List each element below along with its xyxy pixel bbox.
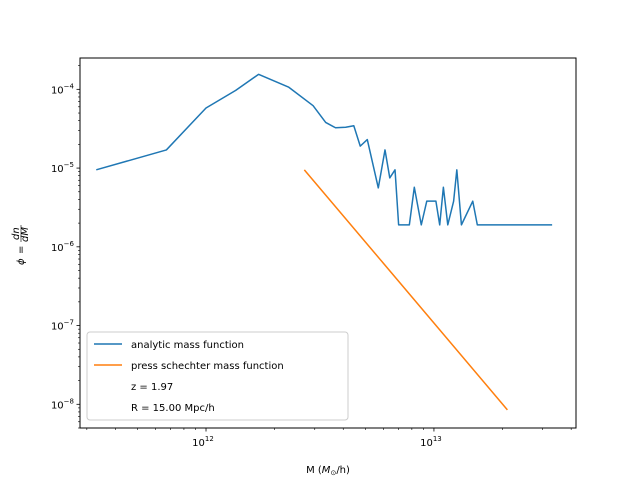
svg-text:=: = [16,246,27,254]
legend: analytic mass function press schechter m… [86,331,349,421]
legend-label-analytic: analytic mass function [131,340,244,351]
series-layer [96,73,553,411]
x-axis-label: M (M⊙/h) [306,465,350,477]
analytic-mass-function-line [96,73,553,226]
svg-text:dn: dn [11,227,22,240]
legend-label-redshift: z = 1.97 [131,382,173,393]
svg-text:dM: dM [20,227,31,242]
legend-box [86,331,349,421]
svg-text:ϕ: ϕ [16,258,27,265]
y-axis-label: ϕ = dn dM [11,225,31,265]
press-schechter-mass-function-line [303,169,508,411]
legend-label-radius: R = 15.00 Mpc/h [131,403,215,414]
legend-label-press-schechter: press schechter mass function [131,361,284,372]
